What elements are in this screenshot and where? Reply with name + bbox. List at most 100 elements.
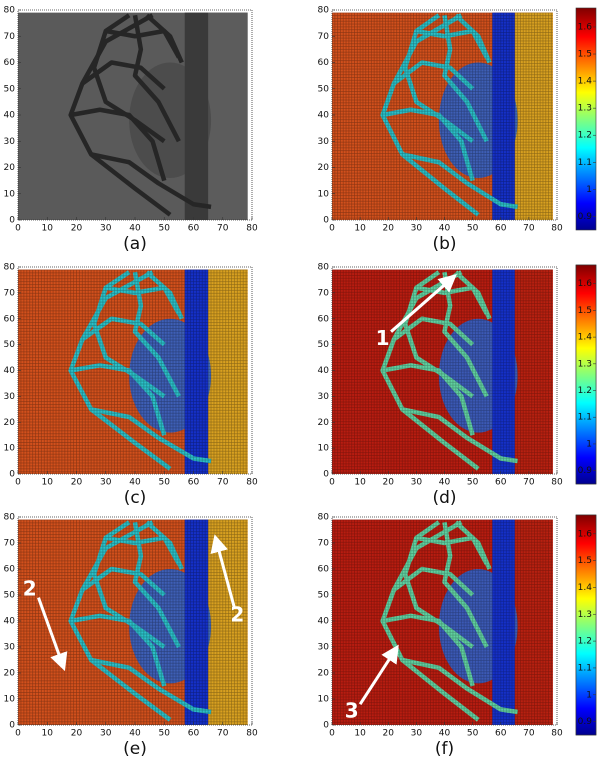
- annotation-arrow: [37, 597, 68, 672]
- y-tick-label: 10: [318, 189, 330, 199]
- x-tick-label: 0: [329, 729, 335, 739]
- y-tick-label: 50: [4, 84, 16, 94]
- y-tick-label: 70: [4, 32, 16, 42]
- y-tick-label: 20: [318, 163, 330, 173]
- x-tick-label: 0: [329, 224, 335, 234]
- panel: 0 10 20 30 40 50 60 70 80 0 10 20 30 40 50 60 70 80 (d) 1: [318, 263, 563, 509]
- x-tick-label: 20: [71, 729, 83, 739]
- x-tick-label: 80: [246, 224, 258, 234]
- x-tick-label: 0: [15, 478, 21, 488]
- x-tick-label: 70: [217, 478, 229, 488]
- annotation: 3: [345, 699, 359, 723]
- colorbar-tick-label: 1.2: [578, 131, 592, 141]
- x-tick-label: 60: [495, 729, 507, 739]
- y-tick-label: 60: [4, 314, 16, 324]
- annotation-arrow: [390, 274, 457, 333]
- colorbar-tick-label: 1.3: [578, 104, 592, 114]
- y-tick-label: 70: [318, 539, 330, 549]
- colorbar-tick-label: 1.2: [578, 386, 592, 396]
- y-tick-label: 10: [318, 695, 330, 705]
- y-tick-label: 40: [4, 366, 16, 376]
- x-tick-label: 20: [71, 478, 83, 488]
- x-tick-label: 60: [188, 224, 200, 234]
- annotation: 2: [23, 576, 37, 600]
- colorbar: 0.9 1 1.1 1.2 1.3 1.4 1.5 1.6: [575, 514, 597, 736]
- panel-label: (e): [123, 739, 147, 759]
- image-grid: [332, 269, 553, 474]
- panel-label: (b): [432, 234, 456, 254]
- annotation-arrow: [358, 644, 399, 706]
- x-tick-label: 40: [129, 478, 141, 488]
- x-tick-label: 60: [495, 478, 507, 488]
- image: [18, 519, 248, 725]
- y-tick-label: 50: [318, 591, 330, 601]
- y-tick-label: 80: [4, 6, 16, 16]
- panel-label: (a): [123, 234, 147, 254]
- image: [332, 269, 553, 474]
- image: [18, 269, 248, 474]
- y-tick-label: 30: [4, 137, 16, 147]
- y-tick-label: 50: [318, 340, 330, 350]
- x-tick-label: 30: [411, 729, 423, 739]
- y-tick-label: 80: [318, 513, 330, 523]
- panel: 0 10 20 30 40 50 60 70 80 0 10 20 30 40 50 60 70 80 (b): [318, 6, 563, 255]
- colorbar-tick-label: 1.4: [578, 77, 593, 87]
- image-grid: [18, 12, 248, 220]
- colorbar-tick-label: 1.6: [578, 279, 593, 289]
- panel: 0 10 20 30 40 50 60 70 80 0 10 20 30 40 50 60 70 80 (a): [4, 6, 258, 255]
- annotation: 1: [376, 326, 390, 350]
- y-tick-label: 40: [4, 617, 16, 627]
- x-tick-label: 10: [42, 729, 54, 739]
- colorbar-tick-label: 1.4: [578, 583, 593, 593]
- x-tick-label: 70: [523, 224, 535, 234]
- colorbar-tick-label: 0.9: [578, 212, 593, 222]
- x-tick-label: 30: [100, 478, 112, 488]
- image: [18, 12, 248, 220]
- image: [332, 519, 553, 725]
- y-tick-label: 0: [9, 470, 15, 480]
- colorbar: 0.9 1 1.1 1.2 1.3 1.4 1.5 1.6: [575, 7, 597, 231]
- colorbar-tick-label: 0.9: [578, 717, 593, 727]
- y-tick-label: 30: [4, 392, 16, 402]
- y-tick-label: 60: [318, 314, 330, 324]
- y-tick-label: 40: [4, 111, 16, 121]
- image: [332, 12, 553, 220]
- x-tick-label: 80: [551, 224, 563, 234]
- y-tick-label: 0: [323, 216, 329, 226]
- y-tick-label: 40: [318, 617, 330, 627]
- colorbar-tick-label: 1.5: [578, 306, 592, 316]
- x-tick-label: 10: [42, 478, 54, 488]
- y-tick-label: 30: [318, 392, 330, 402]
- x-tick-label: 30: [100, 224, 112, 234]
- y-tick-label: 20: [4, 163, 16, 173]
- colorbar-tick-label: 1.6: [578, 22, 593, 32]
- x-tick-label: 80: [246, 729, 258, 739]
- y-tick-label: 10: [318, 444, 330, 454]
- colorbar-tick-label: 1: [586, 185, 592, 195]
- annotation-arrow: [210, 534, 236, 609]
- annotation: 2: [230, 602, 244, 626]
- x-tick-label: 10: [354, 224, 366, 234]
- colorbar-gradient: [575, 514, 597, 736]
- y-tick-label: 50: [4, 591, 16, 601]
- x-tick-label: 70: [217, 729, 229, 739]
- x-tick-label: 50: [467, 224, 479, 234]
- x-tick-label: 50: [467, 478, 479, 488]
- image-grid: [18, 269, 248, 474]
- panel-label: (d): [432, 488, 456, 508]
- y-tick-label: 60: [4, 58, 16, 68]
- x-tick-label: 40: [439, 478, 451, 488]
- y-tick-label: 70: [4, 539, 16, 549]
- y-tick-label: 0: [9, 721, 15, 731]
- y-tick-label: 60: [318, 565, 330, 575]
- x-tick-label: 80: [246, 478, 258, 488]
- y-tick-label: 50: [4, 340, 16, 350]
- x-tick-label: 30: [100, 729, 112, 739]
- y-tick-label: 80: [4, 513, 16, 523]
- x-tick-label: 60: [495, 224, 507, 234]
- colorbar-tick-label: 1.3: [578, 359, 592, 369]
- y-tick-label: 40: [318, 111, 330, 121]
- colorbar-tick-label: 1.6: [578, 529, 593, 539]
- y-tick-label: 10: [4, 189, 16, 199]
